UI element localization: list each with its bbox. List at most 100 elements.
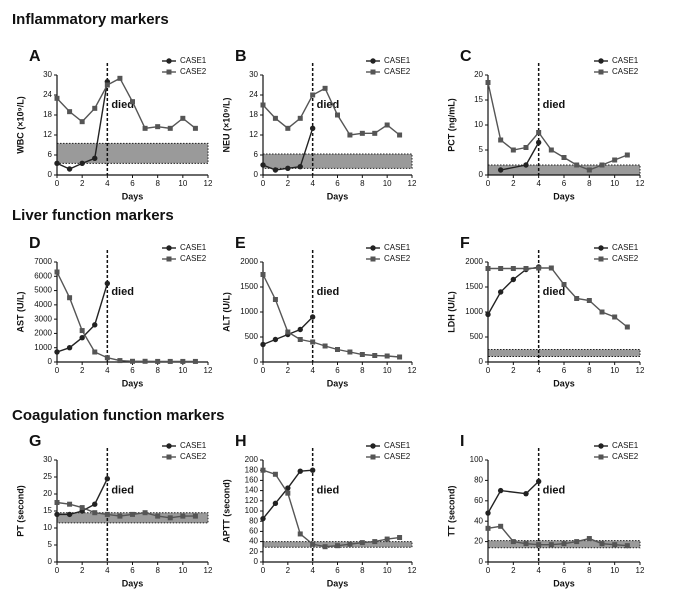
marker <box>586 298 592 303</box>
y-tick-label: 1500 <box>465 282 483 291</box>
marker <box>272 297 278 302</box>
marker <box>574 162 580 168</box>
series-line <box>56 283 109 353</box>
y-tick-label: 1000 <box>465 307 483 316</box>
y-tick-label: 15 <box>474 95 483 104</box>
y-tick-label: 12 <box>249 130 258 139</box>
x-tick-label: 4 <box>105 566 110 575</box>
marker <box>548 147 554 153</box>
marker <box>310 339 316 345</box>
legend-marker <box>370 256 376 262</box>
x-tick-label: 8 <box>360 179 365 188</box>
marker <box>66 511 73 518</box>
x-axis-label: Days <box>122 191 144 201</box>
y-tick-label: 18 <box>43 110 52 119</box>
marker <box>485 525 491 531</box>
x-tick-label: 6 <box>335 179 340 188</box>
x-tick-label: 0 <box>55 566 60 575</box>
marker <box>67 295 73 301</box>
marker <box>523 490 529 497</box>
annotation: died <box>317 286 340 298</box>
legend-marker <box>370 454 376 460</box>
marker <box>180 513 186 519</box>
legend-label: CASE2 <box>612 452 639 461</box>
y-tick-label: 0 <box>48 357 53 366</box>
x-tick-label: 2 <box>80 179 85 188</box>
y-axis-label: LDH (U/L) <box>446 291 456 333</box>
x-tick-label: 0 <box>55 179 60 188</box>
marker <box>155 513 161 519</box>
x-tick-label: 6 <box>335 366 340 375</box>
panel-label: F <box>460 235 470 252</box>
x-tick-label: 6 <box>130 566 135 575</box>
marker <box>192 358 198 364</box>
marker <box>130 99 135 105</box>
marker <box>624 324 630 330</box>
x-axis-label: Days <box>327 578 349 588</box>
marker <box>309 467 316 473</box>
marker <box>612 314 618 320</box>
marker <box>599 309 605 315</box>
x-tick-label: 4 <box>536 366 541 375</box>
x-tick-label: 8 <box>155 566 160 575</box>
x-tick-label: 0 <box>486 566 491 575</box>
y-tick-label: 0 <box>254 170 259 179</box>
marker <box>66 166 73 172</box>
marker <box>79 160 85 167</box>
marker <box>79 119 85 125</box>
marker <box>310 541 316 547</box>
x-tick-label: 12 <box>408 366 417 375</box>
legend-label: CASE2 <box>384 452 411 461</box>
marker <box>297 468 303 474</box>
legend-marker <box>598 245 604 251</box>
y-tick-label: 1000 <box>240 307 258 316</box>
y-tick-label: 6 <box>48 150 53 159</box>
marker <box>359 540 365 546</box>
marker <box>310 92 316 98</box>
legend-label: CASE2 <box>384 254 411 263</box>
marker <box>92 105 98 111</box>
marker <box>260 272 266 277</box>
y-tick-label: 6000 <box>34 271 52 280</box>
series-line <box>262 469 400 548</box>
marker <box>260 515 266 522</box>
marker <box>335 347 340 352</box>
panel: I 0 20 40 60 80 100 0 2 4 6 8 10 12 Days TT (second) die… <box>446 433 645 588</box>
section-title: Coagulation function markers <box>12 407 225 424</box>
marker <box>384 353 390 359</box>
marker <box>359 352 365 357</box>
x-tick-label: 6 <box>130 366 135 375</box>
marker <box>297 337 303 342</box>
legend-marker <box>598 69 604 75</box>
x-tick-label: 0 <box>261 366 266 375</box>
marker <box>599 541 605 547</box>
x-tick-label: 2 <box>80 366 85 375</box>
x-tick-label: 10 <box>178 179 187 188</box>
x-tick-label: 2 <box>511 179 516 188</box>
x-tick-label: 12 <box>408 179 417 188</box>
x-tick-label: 4 <box>310 179 315 188</box>
marker <box>498 266 504 271</box>
x-axis-label: Days <box>122 578 144 588</box>
marker <box>104 280 111 287</box>
marker <box>397 535 403 541</box>
panel: G 0 5 10 15 20 25 30 0 2 4 6 8 10 12 Days PT (second) die… <box>15 433 213 588</box>
x-tick-label: 8 <box>155 179 160 188</box>
y-axis-label: NEU (×10⁹/L) <box>221 97 231 152</box>
y-axis-label: APTT (second) <box>221 479 231 543</box>
marker <box>130 511 135 517</box>
marker <box>92 322 98 328</box>
legend-marker <box>166 58 172 64</box>
x-tick-label: 8 <box>155 366 160 375</box>
annotation: died <box>111 99 134 111</box>
x-tick-label: 10 <box>383 366 392 375</box>
marker <box>285 485 291 491</box>
marker <box>561 155 567 160</box>
x-tick-label: 4 <box>105 179 110 188</box>
x-axis-label: Days <box>122 378 144 388</box>
y-tick-label: 1000 <box>34 343 52 352</box>
y-tick-label: 500 <box>245 332 259 341</box>
marker <box>586 536 592 542</box>
marker <box>523 266 529 271</box>
marker <box>523 162 529 168</box>
